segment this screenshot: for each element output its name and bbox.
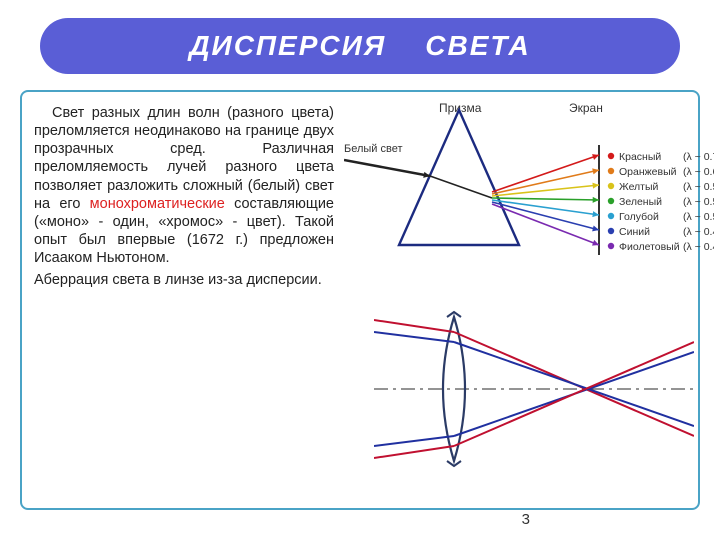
svg-text:Зеленый: Зеленый xyxy=(619,196,662,208)
paragraph-aberration: Аберрация света в линзе из-за дисперсии. xyxy=(34,271,334,289)
svg-text:Экран: Экран xyxy=(569,101,603,115)
svg-text:(λ ~ 0.62 мкм): (λ ~ 0.62 мкм) xyxy=(683,166,714,178)
svg-text:Красный: Красный xyxy=(619,151,661,163)
monochromatic-word: монохроматические xyxy=(90,196,225,212)
svg-text:(λ ~ 0.46 мкм): (λ ~ 0.46 мкм) xyxy=(683,226,714,238)
svg-text:(λ ~ 0.56 мкм): (λ ~ 0.56 мкм) xyxy=(683,181,714,193)
svg-text:(λ ~ 0.50 мкм): (λ ~ 0.50 мкм) xyxy=(683,211,714,223)
page-number: 3 xyxy=(522,511,530,528)
title-banner: ДИСПЕРСИЯ СВЕТА xyxy=(40,18,680,74)
text-column: Свет разных длин волн (разного цвета) пр… xyxy=(34,104,334,494)
svg-text:(λ ~ 0.77 мкм): (λ ~ 0.77 мкм) xyxy=(683,151,714,163)
svg-text:(λ ~ 0.53 мкм): (λ ~ 0.53 мкм) xyxy=(683,196,714,208)
svg-text:Желтый: Желтый xyxy=(619,181,659,193)
prism-diagram: ПризмаЭкранБелый светКрасный(λ ~ 0.77 мк… xyxy=(344,100,714,290)
svg-text:Фиолетовый: Фиолетовый xyxy=(619,241,680,253)
lens-diagram xyxy=(374,304,694,474)
figures-column: ПризмаЭкранБелый светКрасный(λ ~ 0.77 мк… xyxy=(334,104,686,494)
svg-text:Синий: Синий xyxy=(619,226,650,238)
paragraph-dispersion: Свет разных длин волн (разного цвета) пр… xyxy=(34,104,334,267)
slide-title: ДИСПЕРСИЯ СВЕТА xyxy=(189,30,530,62)
svg-text:Белый свет: Белый свет xyxy=(344,143,403,155)
svg-text:Голубой: Голубой xyxy=(619,211,659,223)
svg-text:Оранжевый: Оранжевый xyxy=(619,166,677,178)
content-area: Свет разных длин волн (разного цвета) пр… xyxy=(34,104,686,494)
svg-text:(λ ~ 0.42 мкм): (λ ~ 0.42 мкм) xyxy=(683,241,714,253)
